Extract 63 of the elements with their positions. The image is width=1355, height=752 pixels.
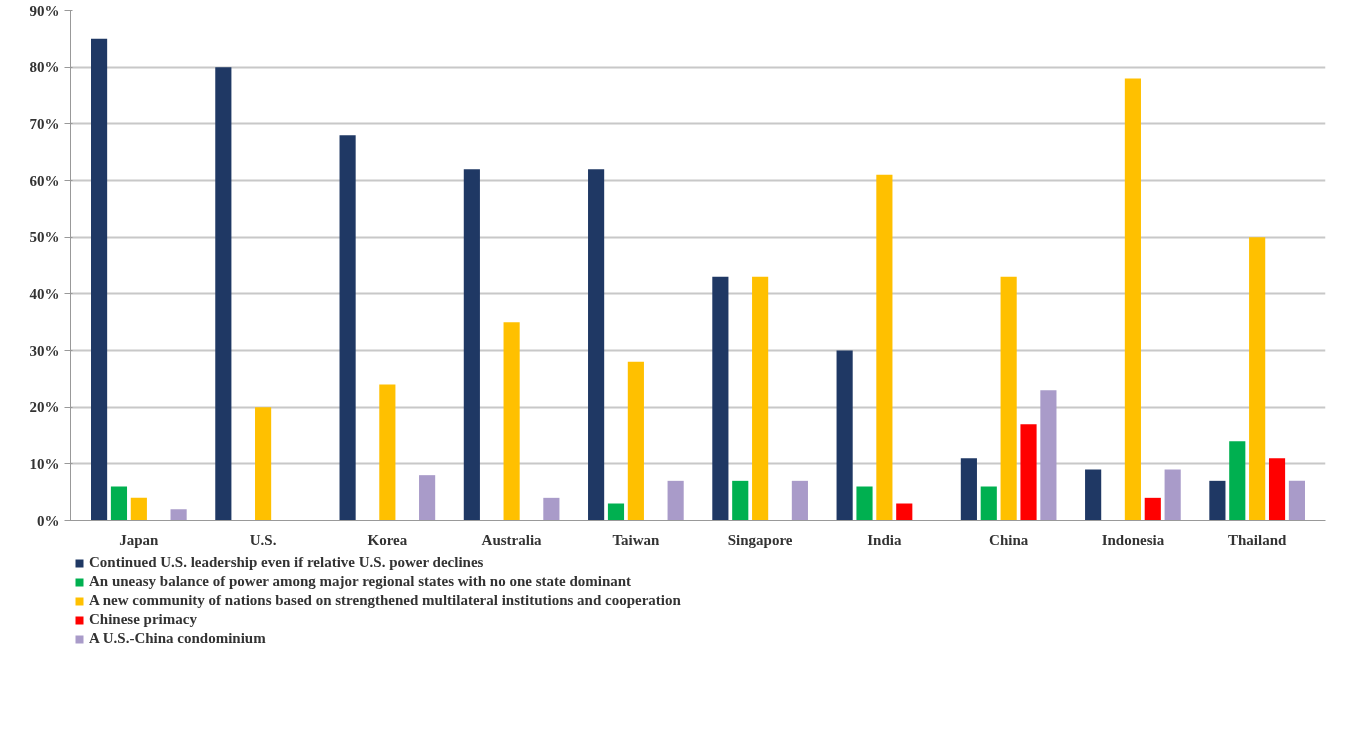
y-tick-label: 80%	[29, 59, 60, 76]
x-tick-label: Thailand	[1227, 531, 1287, 548]
bar	[1249, 237, 1266, 521]
legend-label: An uneasy balance of power among major regional states with no one state dominant	[89, 573, 632, 590]
x-tick-label: Japan	[119, 531, 160, 548]
legend-label: A U.S.-China condominium	[89, 630, 266, 647]
y-tick-label: 50%	[29, 229, 60, 246]
bar	[1164, 469, 1181, 521]
bar	[980, 486, 997, 521]
y-tick-label: 10%	[29, 455, 60, 472]
bar	[876, 174, 893, 521]
bar	[1020, 424, 1037, 521]
bar	[543, 497, 560, 521]
bar	[1085, 469, 1102, 521]
bar	[170, 509, 187, 521]
bar	[836, 350, 853, 521]
bar	[255, 407, 272, 521]
bar	[503, 322, 520, 521]
x-tick-label: U.S.	[249, 531, 277, 548]
bar	[1268, 458, 1286, 521]
x-tick-label: China	[989, 531, 1029, 548]
bar	[627, 361, 644, 521]
bar	[1209, 480, 1226, 521]
bar	[1124, 78, 1141, 521]
y-tick-label: 30%	[29, 342, 60, 359]
bar	[856, 486, 873, 521]
bar	[732, 480, 749, 521]
bar	[1144, 497, 1161, 521]
legend-label: Continued U.S. leadership even if relative U.S. power declines	[89, 554, 484, 571]
y-tick-label: 40%	[29, 285, 60, 302]
legend-label: Chinese primacy	[89, 611, 197, 628]
bar	[1040, 390, 1057, 521]
bar	[91, 38, 108, 521]
bar	[960, 458, 977, 521]
bar	[110, 486, 128, 521]
y-tick-label: 0%	[37, 512, 60, 529]
x-tick-label: Taiwan	[612, 531, 661, 548]
bar	[607, 503, 625, 521]
bar	[379, 384, 396, 521]
bar	[791, 480, 808, 521]
y-tick-label: 70%	[29, 115, 60, 132]
x-tick-label: Indonesia	[1101, 531, 1165, 548]
y-tick-label: 90%	[29, 2, 60, 19]
bar	[588, 169, 605, 521]
bar	[896, 503, 913, 521]
bar	[215, 67, 232, 521]
bar	[1229, 441, 1246, 521]
x-tick-label: Korea	[367, 531, 408, 548]
bar	[752, 276, 769, 521]
bar	[1000, 276, 1017, 521]
bar	[339, 135, 356, 521]
bar	[419, 475, 436, 521]
y-tick-label: 20%	[29, 399, 60, 416]
x-tick-label: India	[867, 531, 902, 548]
x-tick-label: Australia	[481, 531, 543, 548]
bar	[667, 480, 684, 521]
bar	[1288, 480, 1305, 521]
x-tick-label: Singapore	[727, 531, 793, 548]
bar	[712, 276, 729, 521]
legend-label: A new community of nations based on strengthened multilateral institutions and cooperation	[89, 592, 681, 609]
bar	[130, 497, 147, 521]
y-tick-label: 60%	[29, 172, 60, 189]
bar	[463, 169, 480, 521]
